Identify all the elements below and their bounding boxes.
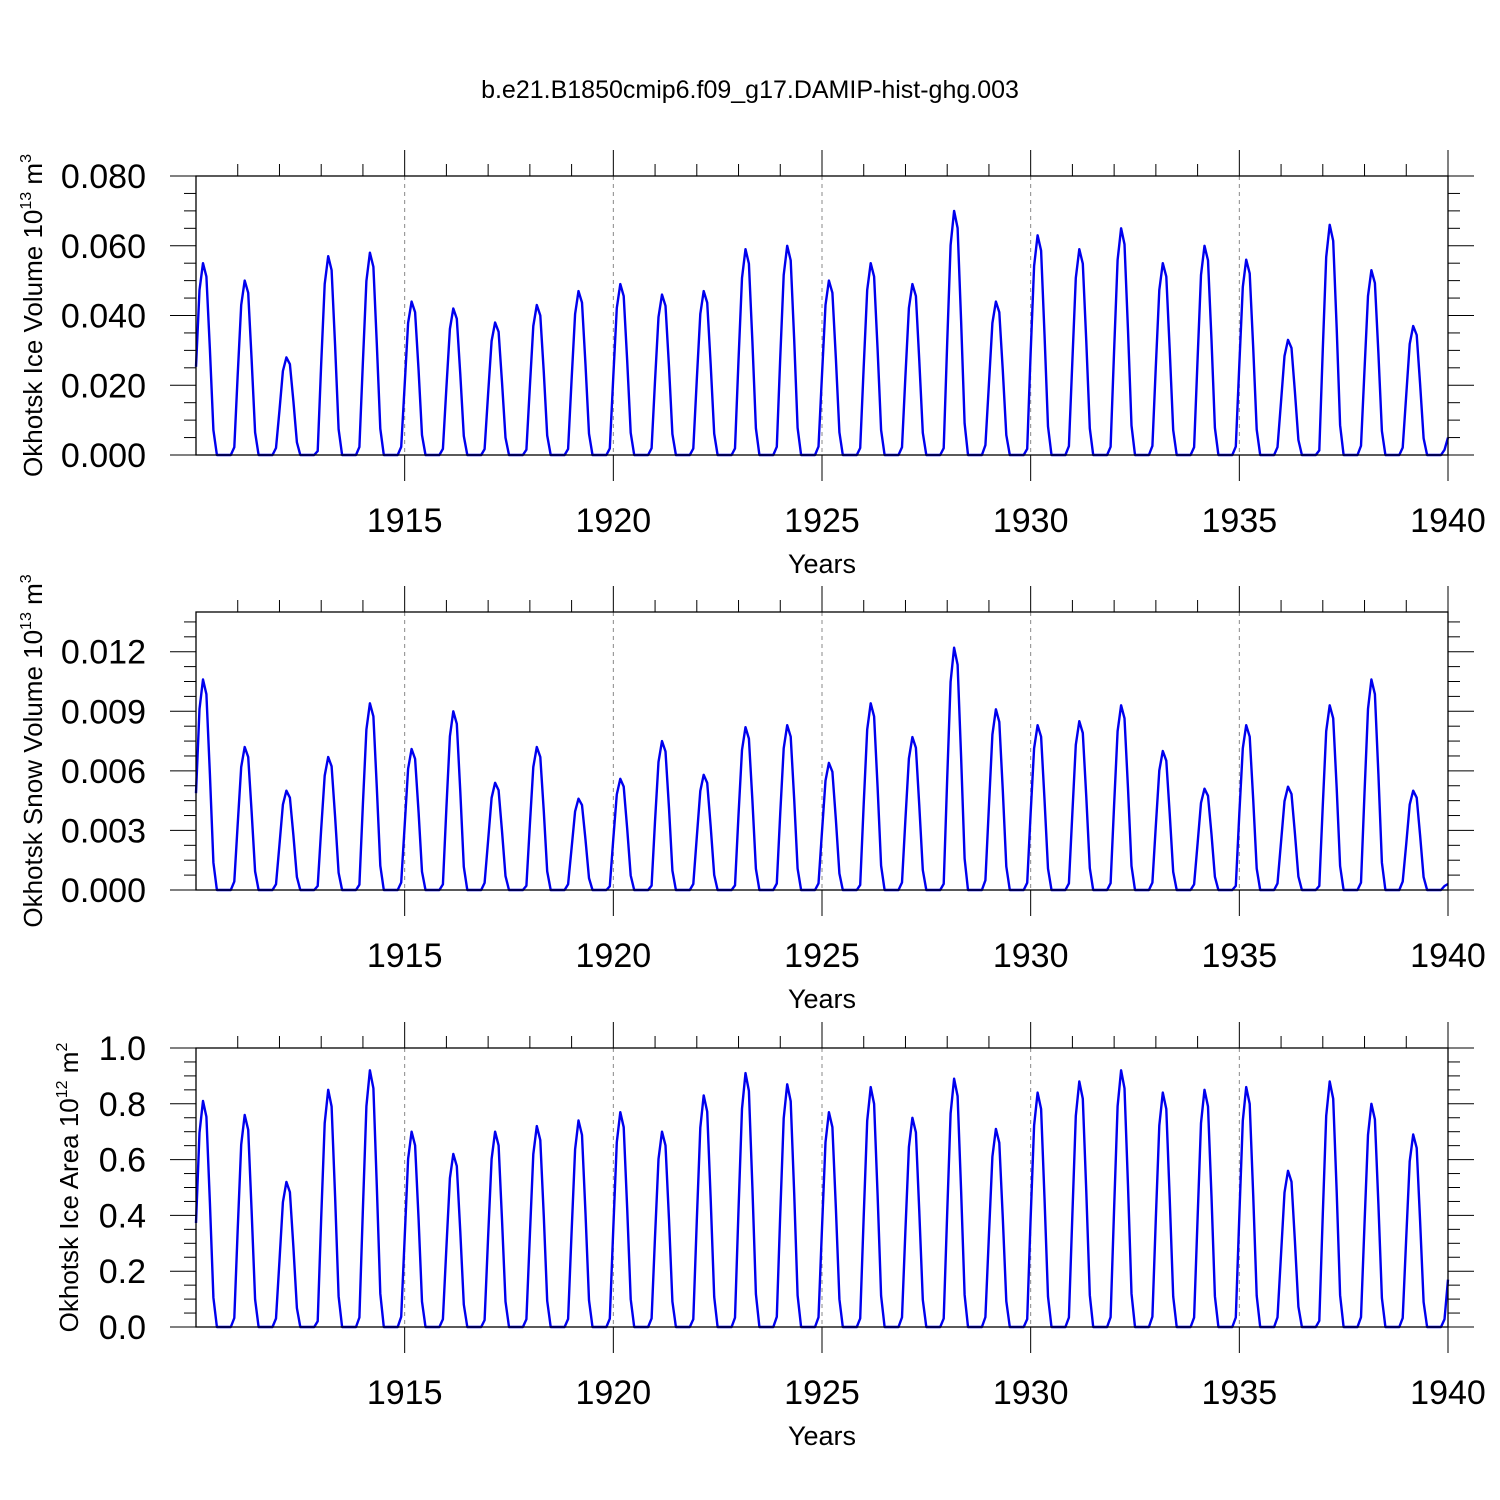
x-tick-label: 1940	[1410, 937, 1486, 975]
y-tick-label: 0.003	[61, 812, 146, 850]
chart-panel-3: 1915 1920 1925 1930 1935 1940 Years 0.0 0.2 0.4 0.…	[54, 1022, 1486, 1451]
x-tick-label: 1930	[993, 937, 1069, 975]
x-tick-label: 1935	[1202, 1374, 1278, 1412]
y-axis-label: Okhotsk Ice Volume 1013 m3	[18, 154, 48, 477]
y-label-main: Okhotsk Ice Area 10	[54, 1098, 84, 1332]
x-tick-label: 1940	[1410, 502, 1486, 540]
y-label-exponent: 13	[18, 612, 35, 630]
x-tick-label: 1940	[1410, 1374, 1486, 1412]
series-line	[194, 209, 1450, 457]
y-label-unit-exponent: 3	[18, 574, 35, 583]
y-label-unit-exponent: 2	[54, 1043, 71, 1052]
x-tick-label: 1915	[367, 937, 443, 975]
x-tick-label: 1935	[1202, 937, 1278, 975]
x-tick-label: 1930	[993, 1374, 1069, 1412]
y-axis-label: Okhotsk Ice Area 1012 m2	[54, 1043, 84, 1333]
panels-group: 1915 1920 1925 1930 1935 1940 Years 0.000 0.020 0…	[18, 150, 1486, 1451]
x-tick-label: 1920	[576, 937, 652, 975]
x-tick-label: 1925	[784, 1374, 860, 1412]
y-label-unit-exponent: 3	[18, 154, 35, 163]
chart-panel-2: 1915 1920 1925 1930 1935 1940 Years 0.000 0.003 0…	[18, 574, 1486, 1014]
series-line	[194, 1069, 1450, 1329]
x-tick-label: 1930	[993, 502, 1069, 540]
y-axis-label: Okhotsk Snow Volume 1013 m3	[18, 574, 48, 927]
x-tick-label: 1935	[1202, 502, 1278, 540]
y-tick-label: 0.2	[99, 1253, 146, 1291]
y-tick-label: 0.020	[61, 367, 146, 405]
x-tick-label: 1915	[367, 502, 443, 540]
y-label-exponent: 12	[54, 1080, 71, 1098]
y-label-unit: m	[18, 583, 48, 612]
y-tick-label: 0.009	[61, 693, 146, 731]
x-tick-label: 1925	[784, 502, 860, 540]
y-label-exponent: 13	[18, 192, 35, 210]
y-tick-label: 0.0	[99, 1309, 146, 1347]
y-label-unit: m	[18, 163, 48, 192]
y-label-main: Okhotsk Snow Volume 10	[18, 630, 48, 928]
x-axis-label: Years	[788, 984, 856, 1014]
y-tick-label: 0.006	[61, 753, 146, 791]
y-tick-label: 0.000	[61, 872, 146, 910]
y-tick-label: 0.012	[61, 634, 146, 672]
x-axis-label: Years	[788, 549, 856, 579]
y-tick-label: 1.0	[99, 1030, 146, 1068]
x-tick-label: 1925	[784, 937, 860, 975]
y-tick-label: 0.040	[61, 298, 146, 336]
chart-panel-1: 1915 1920 1925 1930 1935 1940 Years 0.000 0.020 0…	[18, 150, 1486, 579]
x-tick-label: 1920	[576, 502, 652, 540]
y-label-unit: m	[54, 1052, 84, 1081]
y-tick-label: 0.060	[61, 228, 146, 266]
y-tick-label: 0.6	[99, 1142, 146, 1180]
x-axis-label: Years	[788, 1421, 856, 1451]
y-tick-label: 0.080	[61, 158, 146, 196]
y-tick-label: 0.000	[61, 437, 146, 475]
y-label-main: Okhotsk Ice Volume 10	[18, 210, 48, 477]
y-tick-label: 0.8	[99, 1086, 146, 1124]
figure-title: b.e21.B1850cmip6.f09_g17.DAMIP-hist-ghg.…	[481, 76, 1019, 104]
series-line	[194, 646, 1449, 892]
x-tick-label: 1915	[367, 1374, 443, 1412]
y-tick-label: 0.4	[99, 1197, 146, 1235]
x-tick-label: 1920	[576, 1374, 652, 1412]
